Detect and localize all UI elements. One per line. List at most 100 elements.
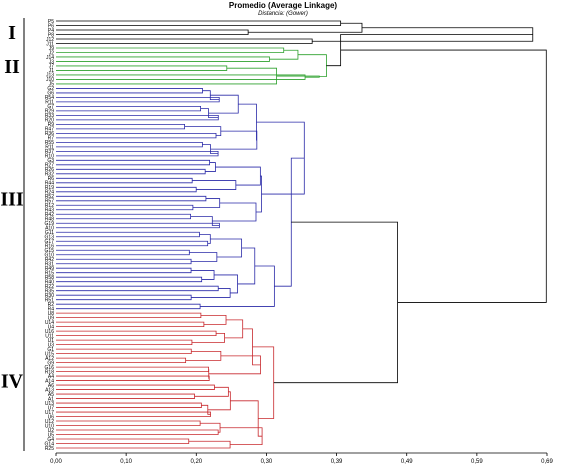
dendrogram-link [56,393,195,399]
leaf-label: G6 [47,91,54,97]
leaf-label: G2 [47,86,54,92]
leaf-label: J12 [46,37,54,43]
leaf-label: G4 [47,437,54,443]
dendrogram-link [56,88,203,94]
leaf-label: R18 [45,369,54,375]
leaf-label: U12 [45,419,54,425]
dendrogram-link [56,106,201,112]
leaf-label: G16 [45,365,55,371]
leaf-label: J10 [46,77,54,83]
dendrogram-link [56,74,306,80]
dendrogram-link [194,386,229,397]
leaf-label: U8 [48,311,55,317]
dendrogram-link [255,175,262,213]
leaf-label: R48 [45,217,54,223]
leaf-label: G14 [45,441,55,447]
dendrogram-link [191,332,225,343]
dendrogram-link [56,411,211,417]
dendrogram-link [56,204,194,211]
leaf-label: G3 [47,158,54,164]
leaf-label: U1 [48,338,55,344]
leaf-label: R43 [45,208,54,214]
dendrogram-link [56,38,313,44]
leaf-label: R36 [45,131,54,137]
leaf-label: R44 [45,181,54,187]
dendrogram-link [56,348,192,355]
dendrogram-link [205,162,216,172]
leaf-label: G13 [45,235,55,241]
x-tick-label: 0,49 [401,459,413,465]
leaf-label: U9 [48,315,55,321]
leaf-label: U7 [48,405,55,411]
leaf-label: A12 [45,356,54,362]
dendrogram-link [273,221,398,384]
dendrogram-link [56,132,217,139]
leaf-label: J1 [49,68,55,74]
dendrogram-link [56,258,192,265]
leaf-label: U3 [48,342,55,348]
leaf-label: R33 [45,113,54,119]
leaf-label: R16 [45,244,54,250]
dendrogram-link [192,180,237,190]
leaf-label: R26 [45,167,54,173]
dendrogram-link [56,330,217,337]
dendrogram-link [56,177,193,184]
dendrogram-link [212,202,257,222]
dendrogram-link [56,339,193,346]
leaf-label: U11 [45,333,54,339]
dendrogram-link [56,285,219,292]
leaf-label: A14 [45,378,54,384]
dendrogram-link [242,328,261,366]
dendrogram-link [215,166,261,186]
dendrogram-link [56,249,190,256]
dendrogram-link [238,103,257,141]
leaf-label: J13 [46,73,54,79]
leaf-labels: P5P6P4P8J12J11J9J2J14J3J7J1J13J10J5G2G6R… [45,19,55,452]
group-label: II [4,56,20,78]
leaf-label: R12 [45,203,54,209]
dendrogram-link [192,198,221,208]
dendrogram-link [224,319,244,339]
dendrogram-link [199,234,211,244]
dendrogram-link [56,150,219,157]
leaf-label: U5 [48,432,55,438]
leaf-label: R55 [45,140,54,146]
dendrogram-link [56,186,197,193]
leaf-label: U2 [48,428,55,434]
group-label: IV [1,371,24,393]
leaf-label: R19 [45,185,54,191]
dendrogram-link [56,438,190,444]
leaf-label: P8 [48,32,54,38]
x-tick-label: 0,69 [541,459,553,465]
dendrogram-link [56,65,228,71]
leaf-label: A1 [48,396,54,402]
group-label: III [0,189,24,211]
dendrogram-link [56,375,210,381]
dendrogram-link [56,267,192,274]
dendrogram-link [56,429,219,435]
leaf-label: U6 [48,414,55,420]
dendrogram-link [56,366,209,372]
dendrogram-link [200,315,227,325]
dendrogram-link [56,97,220,103]
leaf-label: R2 [48,302,55,308]
x-tick-label: 0,10 [120,459,132,465]
leaf-label: U10 [45,423,54,429]
dendrogram-link [210,130,258,150]
leaf-label: U15 [45,351,54,357]
dendrogram-link [56,420,201,426]
leaf-label: R52 [45,194,54,200]
leaf-label: R27 [45,163,54,169]
dendrogram-link [200,422,221,433]
dendrogram-link [189,252,218,262]
leaf-label: R11 [45,145,54,151]
dendrogram-link [56,159,211,166]
dendrogram-link [56,20,342,26]
leaf-label: G15 [45,248,55,254]
dendrogram-link [56,402,202,408]
dendrogram-link [230,400,263,437]
leaf-label: U4 [48,324,55,330]
leaf-label: A13 [45,387,54,393]
leaf-label: U14 [45,320,54,326]
